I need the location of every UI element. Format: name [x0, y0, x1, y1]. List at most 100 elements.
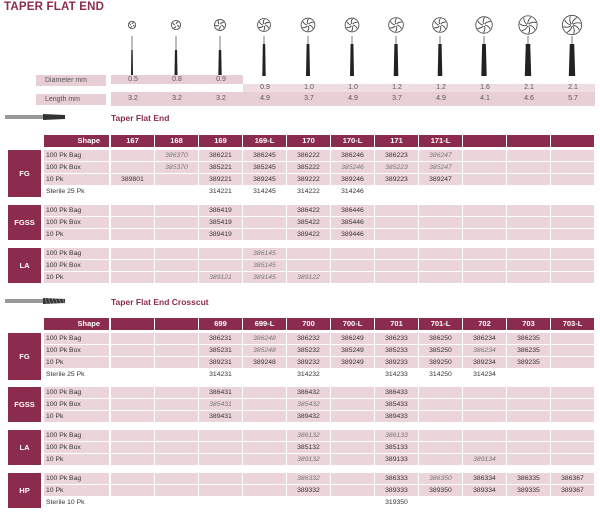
table-cell — [243, 387, 286, 398]
table-cell — [111, 260, 154, 271]
table-cell — [375, 217, 418, 228]
table-cell — [111, 430, 154, 441]
table-cell: 389350 — [419, 485, 462, 496]
column-header: 703 — [507, 318, 550, 330]
column-header: 169-L — [243, 135, 286, 147]
table-cell — [463, 186, 506, 197]
table-cell — [419, 411, 462, 422]
table-cell — [111, 229, 154, 240]
table-cell: 385223 — [375, 162, 418, 173]
table-cell: 386334 — [463, 473, 506, 484]
table-cell: 319350 — [375, 497, 418, 508]
table-cell — [111, 497, 154, 508]
table-cell — [199, 485, 242, 496]
length-value: 4.9 — [419, 92, 463, 106]
column-header: 701 — [375, 318, 418, 330]
table-cell: 385422 — [287, 217, 330, 228]
table-cell — [243, 454, 286, 465]
table-cell: 386246 — [331, 150, 374, 161]
table-cell — [551, 430, 594, 441]
bur-profile — [201, 12, 241, 76]
bur-shape-icon — [213, 36, 227, 88]
table-cell — [551, 272, 594, 283]
table-cell — [419, 387, 462, 398]
table-cell — [199, 473, 242, 484]
table-cell — [463, 272, 506, 283]
bur-shape-icon — [345, 36, 359, 88]
column-header: 170-L — [331, 135, 374, 147]
length-value: 5.7 — [551, 92, 595, 106]
diameter-value: 0.5 — [111, 75, 155, 84]
table-cell: 385245 — [243, 162, 286, 173]
diameter-label: Diameter mm — [36, 75, 106, 86]
table-cell: 314234 — [463, 369, 506, 380]
table-cell: 314233 — [375, 369, 418, 380]
table-cell — [375, 205, 418, 216]
table-cell: 385446 — [331, 217, 374, 228]
table-cell: 386333 — [375, 473, 418, 484]
table-cell — [507, 260, 550, 271]
bur-profile — [289, 12, 329, 76]
group-label: LA — [8, 430, 41, 465]
table-cell — [199, 497, 242, 508]
table-cell — [199, 260, 242, 271]
table-cell — [551, 454, 594, 465]
table-cell — [155, 272, 198, 283]
bur-head-icon — [121, 14, 143, 36]
shape-header: Shape — [44, 135, 109, 147]
row-label: 10 Pk — [44, 454, 109, 465]
table-cell: 386223 — [375, 150, 418, 161]
table-cell: 389334 — [463, 485, 506, 496]
diameter-value: 2.1 — [507, 84, 551, 92]
table-cell — [419, 248, 462, 259]
table-cell: 389247 — [419, 174, 462, 185]
bur-shape-icon — [565, 36, 579, 88]
table-cell: 389235 — [507, 357, 550, 368]
bur-head-icon — [473, 14, 495, 36]
column-header — [507, 135, 550, 147]
table-cell — [419, 186, 462, 197]
table-cell — [155, 442, 198, 453]
section-title: Taper Flat End Crosscut — [111, 297, 209, 307]
table-cell: 385249 — [331, 345, 374, 356]
table-cell — [331, 442, 374, 453]
table-cell — [551, 248, 594, 259]
length-value: 4.1 — [463, 92, 507, 106]
table-cell — [507, 387, 550, 398]
table-cell — [243, 442, 286, 453]
table-cell: 389234 — [463, 357, 506, 368]
column-header: 703-L — [551, 318, 594, 330]
table-cell: 385431 — [199, 399, 242, 410]
table-cell — [331, 248, 374, 259]
table-cell: 389801 — [111, 174, 154, 185]
table-cell: 386132 — [287, 430, 330, 441]
bur-profile — [157, 12, 197, 76]
table-cell — [551, 442, 594, 453]
table-cell — [243, 369, 286, 380]
table-cell — [419, 229, 462, 240]
shape-header: Shape — [44, 318, 109, 330]
bur-profile — [553, 12, 593, 76]
diameter-value: 1.2 — [375, 84, 419, 92]
table-cell — [155, 357, 198, 368]
column-header: 168 — [155, 135, 198, 147]
table-cell — [551, 186, 594, 197]
table-cell — [331, 399, 374, 410]
table-cell: 386247 — [419, 150, 462, 161]
table-cell: 385132 — [287, 442, 330, 453]
table-cell: 386433 — [375, 387, 418, 398]
table-cell — [111, 162, 154, 173]
column-header: 699 — [199, 318, 242, 330]
table-cell — [375, 272, 418, 283]
table-cell — [155, 497, 198, 508]
length-value: 3.2 — [199, 92, 243, 106]
bur-shape-icon — [301, 36, 315, 88]
table-cell: 386250 — [419, 333, 462, 344]
bur-shape-icon — [389, 36, 403, 88]
table-cell: 314232 — [287, 369, 330, 380]
table-cell: 314246 — [331, 186, 374, 197]
row-label: 10 Pk — [44, 272, 109, 283]
row-label: 100 Pk Box — [44, 162, 109, 173]
table-cell — [111, 357, 154, 368]
table-cell: 385232 — [287, 345, 330, 356]
